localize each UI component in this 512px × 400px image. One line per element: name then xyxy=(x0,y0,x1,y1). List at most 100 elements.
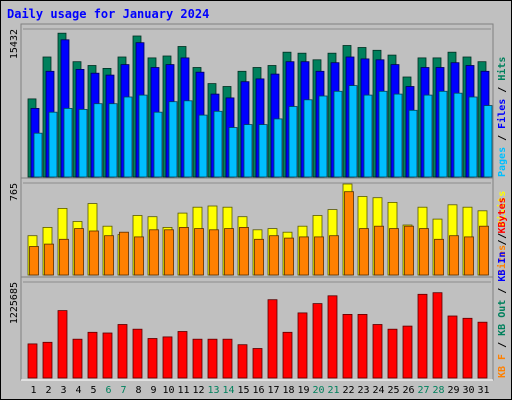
bar-visits-sites-day-26 xyxy=(404,225,414,276)
side-legend-kbytes: KB F / KB Out / KB In / KBytes xyxy=(497,197,508,378)
side-legend-separator: / xyxy=(497,81,508,99)
bar-kbytes-kbytes-day-11 xyxy=(177,331,188,379)
bar-hits-pages-day-5 xyxy=(93,103,103,178)
x-tick-label-day-8: 8 xyxy=(135,385,141,396)
x-tick-label-day-25: 25 xyxy=(387,385,399,396)
x-tick-label-day-5: 5 xyxy=(90,385,96,396)
bar-visits-sites-day-6 xyxy=(104,235,114,276)
bar-visits-sites-day-23 xyxy=(359,228,369,276)
panel-hits: 15432 Pages / Files / Hits xyxy=(9,23,508,180)
x-tick-label-day-12: 12 xyxy=(192,385,204,396)
x-tick-label-day-15: 15 xyxy=(237,385,249,396)
bar-kbytes-kbytes-day-16 xyxy=(252,348,263,379)
bar-hits-pages-day-23 xyxy=(363,94,373,178)
x-tick-label-day-27: 27 xyxy=(417,385,429,396)
bar-visits-sites-day-27 xyxy=(419,228,429,276)
bar-kbytes-kbytes-day-1 xyxy=(27,343,38,379)
bar-hits-pages-day-25 xyxy=(393,93,403,178)
y-max-label-hits: 15432 xyxy=(9,29,20,59)
bar-kbytes-kbytes-day-15 xyxy=(237,344,248,379)
side-legend-visits: Sites / Visits xyxy=(496,191,508,275)
side-legend-separator: / xyxy=(497,233,508,251)
bar-hits-pages-day-28 xyxy=(438,90,448,178)
bar-kbytes-kbytes-day-5 xyxy=(87,331,98,379)
x-tick-label-day-31: 31 xyxy=(477,385,489,396)
bar-visits-sites-day-30 xyxy=(464,236,474,276)
x-tick-label-day-13: 13 xyxy=(207,385,219,396)
bar-visits-sites-day-13 xyxy=(209,229,219,276)
side-legend-pages: Pages xyxy=(497,147,508,177)
bar-hits-pages-day-7 xyxy=(123,96,133,178)
bar-visits-sites-day-4 xyxy=(74,228,84,276)
side-legend-separator: / xyxy=(497,282,508,300)
bar-kbytes-kbytes-day-20 xyxy=(312,303,323,379)
bar-kbytes-kbytes-day-22 xyxy=(342,313,353,379)
bar-hits-pages-day-22 xyxy=(348,85,358,178)
bar-visits-sites-day-3 xyxy=(59,238,69,276)
bar-visits-sites-day-25 xyxy=(389,228,399,276)
bar-hits-pages-day-15 xyxy=(243,124,253,178)
y-max-label-visits: 765 xyxy=(9,183,20,201)
side-legend-separator: / xyxy=(497,129,508,147)
bar-hits-pages-day-6 xyxy=(108,103,118,178)
side-legend-kbytes: KBytes xyxy=(497,197,508,233)
bar-kbytes-kbytes-day-8 xyxy=(132,328,143,379)
bar-visits-sites-day-15 xyxy=(239,226,249,276)
bar-visits-sites-day-8 xyxy=(134,236,144,276)
bar-kbytes-kbytes-day-21 xyxy=(327,295,338,379)
bar-kbytes-kbytes-day-23 xyxy=(357,313,368,379)
bar-visits-sites-day-29 xyxy=(449,235,459,276)
x-tick-label-day-4: 4 xyxy=(75,385,81,396)
bar-hits-pages-day-11 xyxy=(183,100,193,178)
x-axis-labels: 1 2 3 4 5 6 7 8 9 10 11 12 13 14 15 16 17 18 19 20 21 22 23 24 2… xyxy=(30,385,489,396)
bar-visits-sites-day-18 xyxy=(284,237,294,276)
bar-visits-sites-day-5 xyxy=(89,230,99,276)
bar-visits-sites-day-12 xyxy=(194,228,204,276)
bar-kbytes-kbytes-day-28 xyxy=(432,292,443,379)
bar-hits-pages-day-16 xyxy=(258,124,268,178)
bar-hits-pages-day-10 xyxy=(168,101,178,178)
bar-hits-pages-day-29 xyxy=(453,92,463,178)
bar-hits-pages-day-21 xyxy=(333,90,343,178)
bar-kbytes-kbytes-day-9 xyxy=(147,338,158,379)
bar-hits-pages-day-12 xyxy=(198,114,208,178)
bar-visits-sites-day-19 xyxy=(299,236,309,276)
bar-hits-pages-day-30 xyxy=(468,96,478,178)
x-tick-label-day-14: 14 xyxy=(222,385,234,396)
bar-visits-sites-day-9 xyxy=(149,229,159,276)
bar-kbytes-kbytes-day-13 xyxy=(207,338,218,379)
bar-visits-sites-day-28 xyxy=(434,238,444,276)
bar-visits-sites-day-24 xyxy=(374,225,384,276)
bar-kbytes-kbytes-day-12 xyxy=(192,338,203,379)
bar-hits-pages-day-2 xyxy=(48,111,58,178)
side-legend-hits: Hits xyxy=(496,57,508,81)
bar-hits-pages-day-18 xyxy=(288,106,298,178)
x-tick-label-day-19: 19 xyxy=(297,385,309,396)
side-legend-files: Files xyxy=(496,99,508,129)
x-tick-label-day-2: 2 xyxy=(45,385,51,396)
x-tick-label-day-6: 6 xyxy=(105,385,111,396)
x-tick-label-day-30: 30 xyxy=(462,385,474,396)
side-legend-kb-out: KB Out xyxy=(497,300,508,336)
bar-hits-pages-day-3 xyxy=(63,108,73,178)
x-tick-label-day-23: 23 xyxy=(357,385,369,396)
bar-hits-pages-day-13 xyxy=(213,110,223,178)
bar-visits-sites-day-21 xyxy=(329,235,339,276)
bar-kbytes-kbytes-day-31 xyxy=(477,321,488,379)
bar-visits-sites-day-20 xyxy=(314,236,324,276)
bar-visits-sites-day-7 xyxy=(119,231,129,276)
side-legend-hits: Pages / Files / Hits xyxy=(496,57,508,177)
x-tick-label-day-28: 28 xyxy=(432,385,444,396)
bar-visits-sites-day-31 xyxy=(479,225,489,276)
side-legend-visits: Visits xyxy=(496,191,508,227)
bar-hits-pages-day-9 xyxy=(153,111,163,178)
bar-visits-sites-day-11 xyxy=(179,226,189,276)
x-tick-label-day-11: 11 xyxy=(177,385,189,396)
bar-kbytes-kbytes-day-24 xyxy=(372,324,383,379)
bar-kbytes-kbytes-day-30 xyxy=(462,317,473,379)
bar-hits-pages-day-14 xyxy=(228,127,238,178)
panel-kbytes: 1225685 KB F / KB Out / KB In / KBytes xyxy=(9,197,508,381)
chart-title: Daily usage for January 2024 xyxy=(7,7,209,21)
bar-hits-pages-day-24 xyxy=(378,90,388,178)
